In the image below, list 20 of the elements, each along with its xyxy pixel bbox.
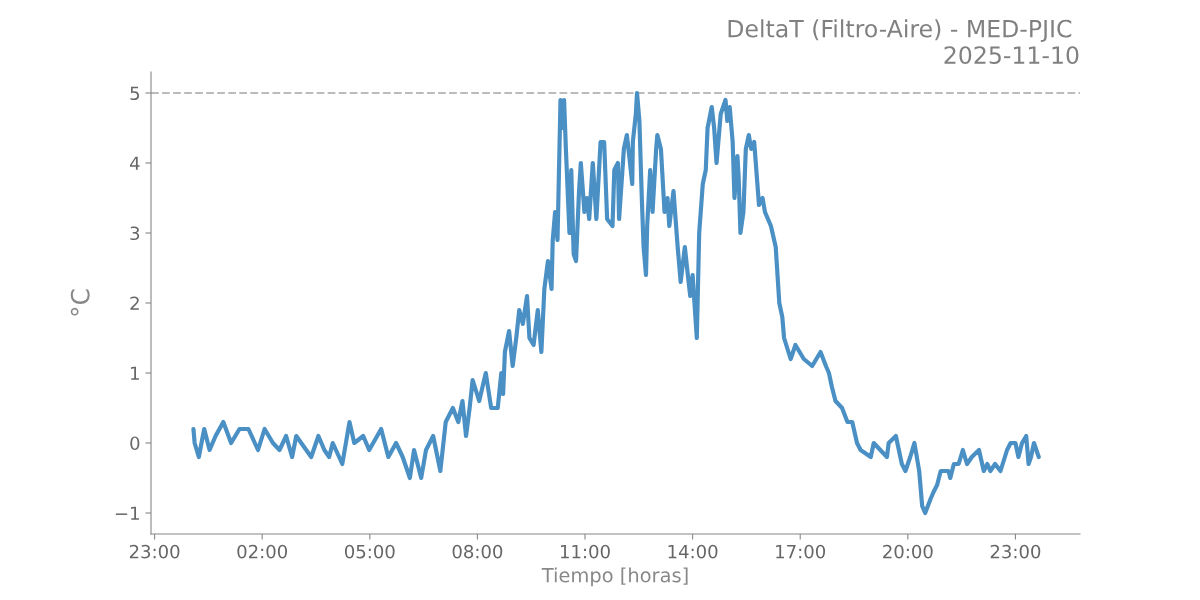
y-axis-title: °C xyxy=(70,289,90,316)
x-tick-label: 17:00 xyxy=(776,544,826,559)
y-tick-label: 5 xyxy=(130,86,140,101)
y-tick-label: 0 xyxy=(130,436,140,451)
x-tick-label: 23:00 xyxy=(129,544,180,559)
x-tick-label: 20:00 xyxy=(883,544,933,559)
y-tick-label: 2 xyxy=(130,296,139,310)
y-tick-label: 1 xyxy=(131,366,139,380)
x-tick-label: 02:00 xyxy=(237,544,288,559)
x-tick-label: 23:00 xyxy=(990,544,1041,559)
y-tick-label: −1 xyxy=(115,506,139,520)
x-tick-label: 05:00 xyxy=(344,544,395,559)
x-tick-label: 11:00 xyxy=(560,544,610,559)
chart-title: DeltaT (Filtro-Aire) - MED-PJIC 2025-11-10 xyxy=(728,19,1079,64)
y-tick-label: 4 xyxy=(129,156,140,170)
x-tick-label: 14:00 xyxy=(668,544,718,559)
x-axis-title: Tiempo [horas] xyxy=(541,567,688,587)
line-series xyxy=(191,90,1041,516)
y-tick-label: 3 xyxy=(130,226,140,241)
x-tick-label: 08:00 xyxy=(452,544,503,559)
